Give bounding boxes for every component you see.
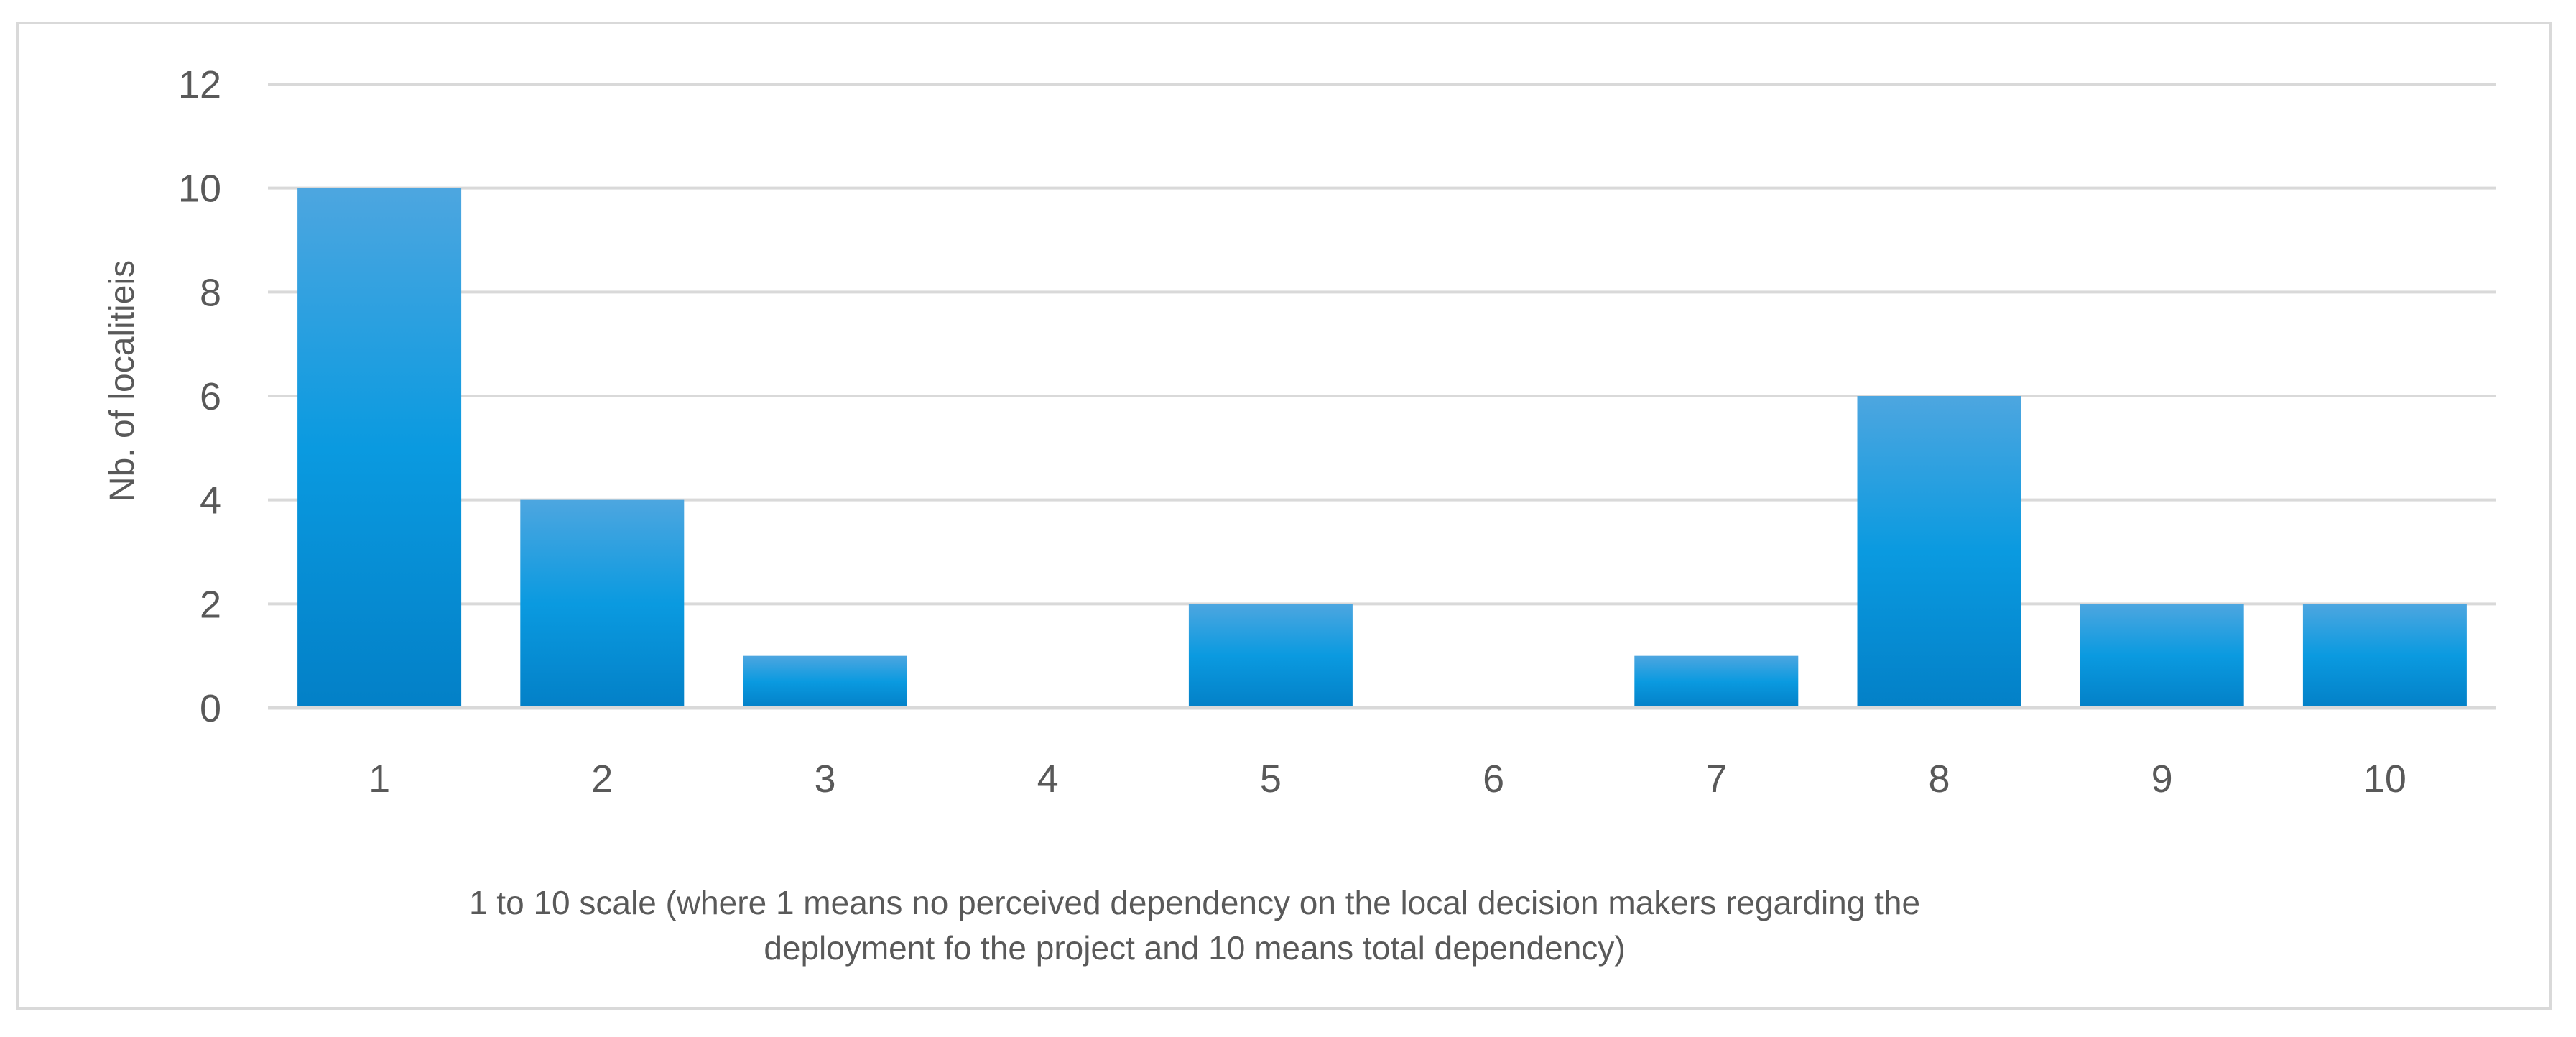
bar-9 xyxy=(2080,604,2244,708)
x-tick-label: 3 xyxy=(814,757,835,801)
y-tick-labels: 0 2 4 6 8 10 12 xyxy=(178,63,221,730)
bars xyxy=(268,188,2496,710)
y-tick-label: 0 xyxy=(200,687,221,730)
x-tick-label: 10 xyxy=(2363,757,2406,801)
x-axis-title-line-2: deployment fo the project and 10 means t… xyxy=(764,929,1625,967)
y-tick-label: 10 xyxy=(178,167,221,211)
x-tick-labels: 1 2 3 4 5 6 7 8 9 10 xyxy=(369,757,2406,801)
x-tick-label: 5 xyxy=(1260,757,1282,801)
x-tick-label: 8 xyxy=(1928,757,1950,801)
y-axis-title: Nb. of localitieis xyxy=(103,260,142,502)
x-tick-label: 7 xyxy=(1705,757,1727,801)
y-tick-label: 2 xyxy=(200,583,221,626)
bar-2 xyxy=(520,499,685,708)
x-tick-label: 6 xyxy=(1483,757,1504,801)
y-tick-label: 8 xyxy=(200,271,221,314)
bar-5 xyxy=(1188,604,1353,708)
x-tick-label: 9 xyxy=(2151,757,2173,801)
y-tick-label: 6 xyxy=(200,375,221,418)
bar-1 xyxy=(297,188,462,709)
bar-8 xyxy=(1857,396,2021,708)
x-tick-label: 4 xyxy=(1037,757,1059,801)
bar-3 xyxy=(743,655,907,708)
x-tick-label: 2 xyxy=(591,757,613,801)
bar-10 xyxy=(2302,604,2467,708)
y-tick-label: 4 xyxy=(200,479,221,522)
x-tick-label: 1 xyxy=(369,757,390,801)
y-tick-label: 12 xyxy=(178,63,221,106)
bar-7 xyxy=(1634,655,1799,708)
x-axis-title-line-1: 1 to 10 scale (where 1 means no perceive… xyxy=(469,884,1920,921)
